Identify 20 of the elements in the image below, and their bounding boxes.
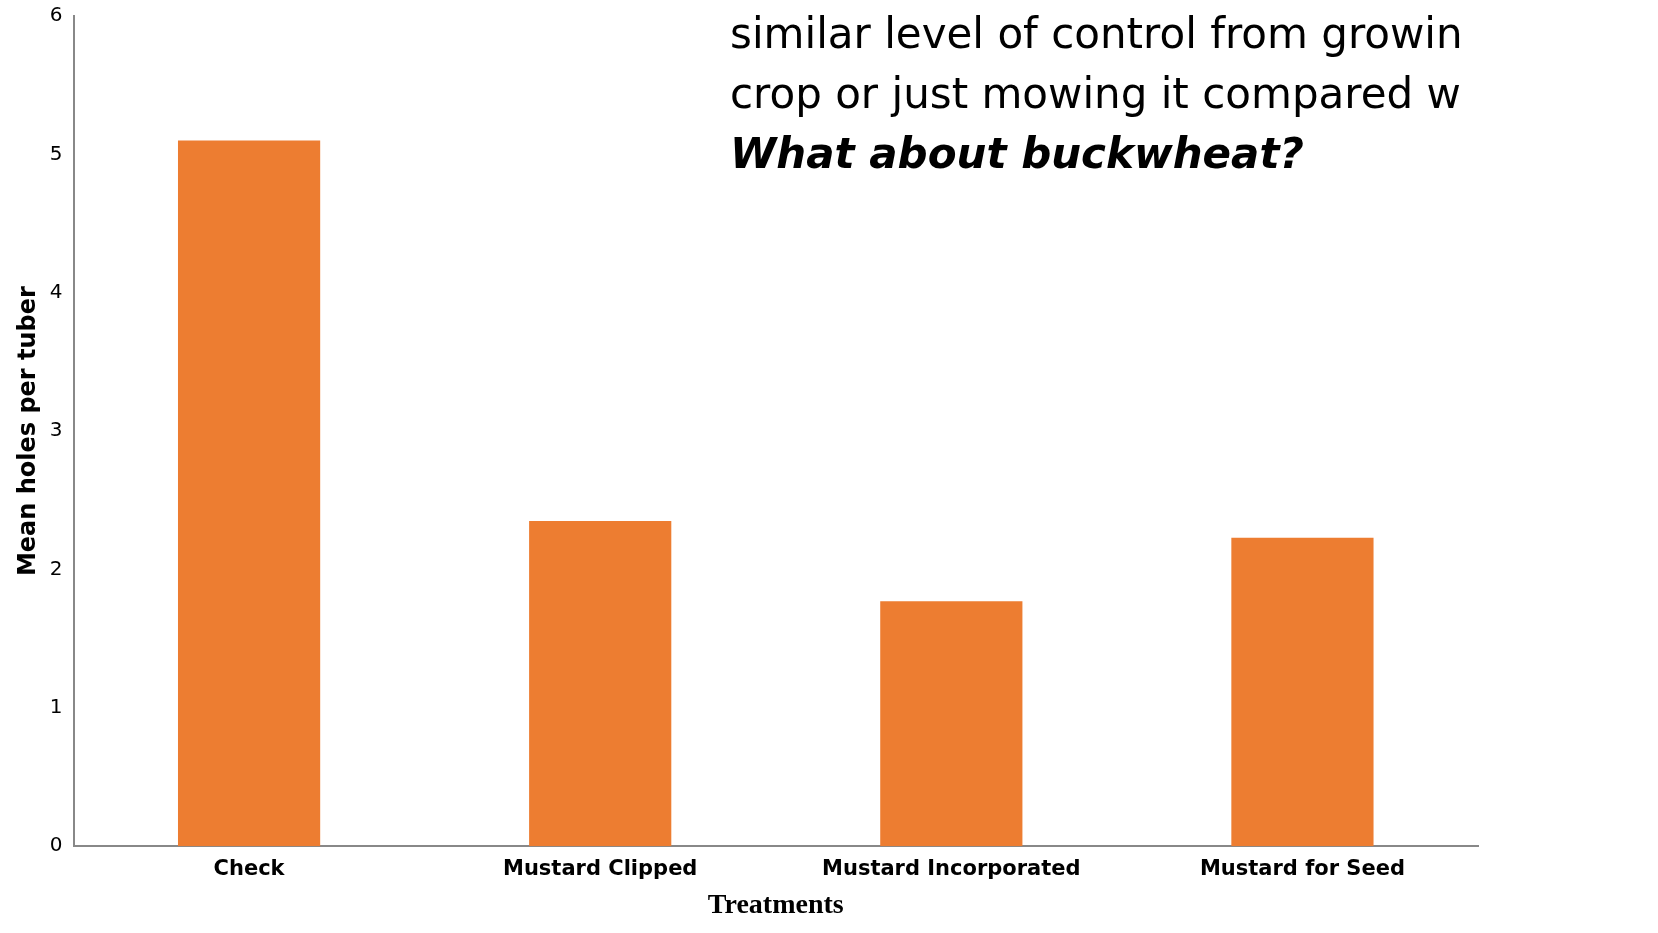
y-tick-label: 3 [49, 417, 63, 442]
bar [1231, 537, 1374, 847]
y-tick-label: 4 [49, 278, 63, 303]
x-tick-label: Mustard for Seed [1199, 856, 1406, 881]
y-tick-label: 5 [49, 140, 63, 165]
bar [880, 601, 1023, 847]
y-tick-label: 0 [49, 832, 63, 857]
annotation: What about buckwheat? [730, 128, 1305, 180]
y-tick-label: 6 [49, 2, 63, 27]
annotation: similar level of control from growin [730, 8, 1463, 60]
annotation: crop or just mowing it compared w [730, 68, 1462, 120]
x-tick-label: Mustard Incorporated [822, 856, 1081, 881]
x-tick-label: Mustard Clipped [503, 856, 698, 881]
y-axis-title: Mean holes per tuber [12, 285, 41, 577]
x-axis-title: Treatments [707, 888, 844, 920]
y-tick-label: 1 [49, 694, 63, 719]
bar [177, 140, 321, 847]
x-tick-label: Check [213, 856, 286, 881]
bar [529, 521, 672, 847]
y-tick-label: 2 [49, 555, 63, 580]
